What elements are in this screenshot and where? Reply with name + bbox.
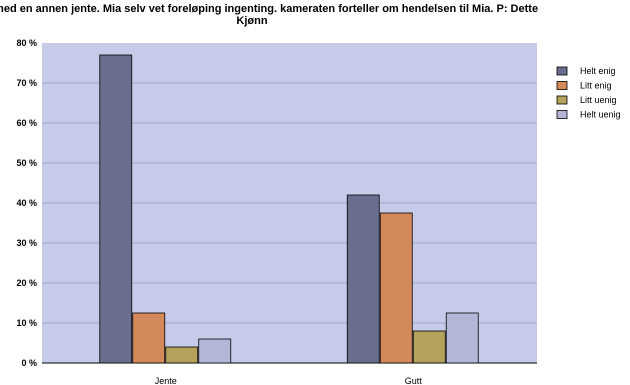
y-tick-label: 10 % [16, 318, 37, 328]
legend-label: Litt enig [580, 81, 612, 91]
y-tick-label: 30 % [16, 238, 37, 248]
x-category-label: Jente [155, 376, 177, 385]
legend-swatch [556, 66, 568, 76]
y-tick-label: 60 % [16, 118, 37, 128]
bar-gutt-litt-enig [379, 212, 413, 364]
y-axis-ticks: 0 % 10 % 20 % 30 % 40 % 50 % 60 % 70 % 80 % [16, 38, 37, 368]
y-tick-label: 70 % [16, 78, 37, 88]
y-tick-label: 20 % [16, 278, 37, 288]
bar-gutt-litt-uenig [412, 330, 446, 364]
y-tick-label: 40 % [16, 198, 37, 208]
y-tick-label: 80 % [16, 38, 37, 48]
legend-swatch [556, 95, 568, 105]
bar-jente-helt-enig [99, 54, 133, 364]
chart-title-line-2: Kjønn [236, 15, 267, 27]
bar-jente-litt-enig [132, 312, 166, 364]
legend-label: Litt uenig [580, 95, 617, 105]
x-category-label: Gutt [405, 376, 423, 385]
bar-gutt-helt-enig [346, 194, 380, 364]
x-axis-categories: Jente Gutt [155, 376, 423, 385]
legend: Helt enig Litt enig Litt uenig Helt uenig [556, 66, 621, 120]
bar-jente-helt-uenig [198, 338, 232, 364]
legend-label: Helt enig [580, 66, 616, 76]
legend-swatch [556, 81, 568, 90]
bar-jente-litt-uenig [165, 346, 199, 364]
y-tick-label: 50 % [16, 158, 37, 168]
legend-label: Helt uenig [580, 110, 621, 120]
bar-gutt-helt-uenig [445, 312, 479, 364]
chart-title-line-1: kline med en annen jente. Mia selv vet f… [0, 3, 538, 15]
y-tick-label: 0 % [21, 358, 37, 368]
bars [99, 54, 479, 364]
legend-swatch [556, 110, 568, 119]
